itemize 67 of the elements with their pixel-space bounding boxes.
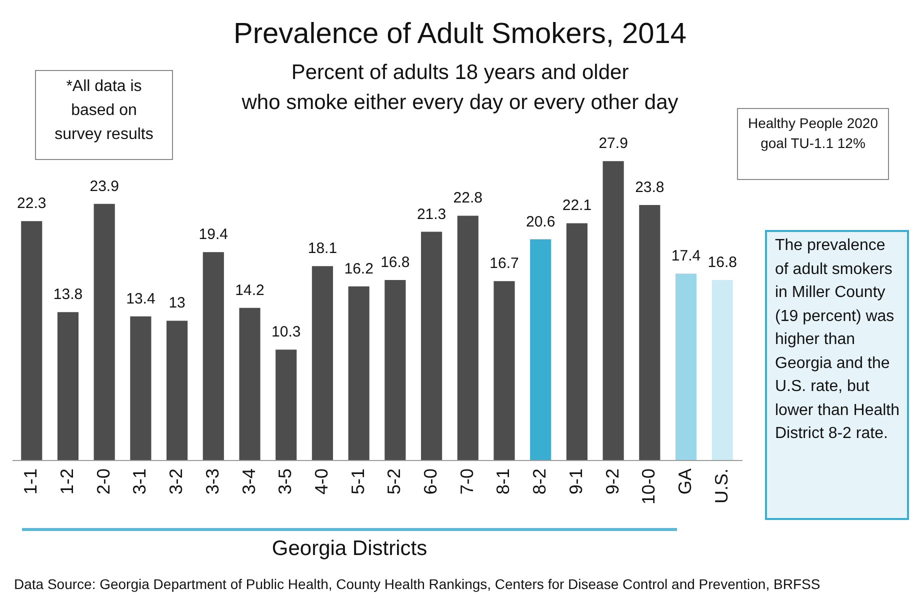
- data-label: 16.2: [344, 260, 374, 278]
- data-label: 18.1: [308, 240, 338, 258]
- data-label: 13.4: [126, 290, 156, 308]
- x-tick-label: 10-0: [638, 468, 659, 505]
- source-note: Data Source: Georgia Department of Public Health, County Health Rankings, Centers for Disease Control and Prevention, BRFSS: [14, 576, 820, 592]
- data-label: 27.9: [598, 135, 628, 152]
- x-tick-label: 8-2: [530, 468, 550, 495]
- data-label: 23.8: [635, 179, 664, 196]
- bar: [602, 161, 624, 460]
- data-label: 22.3: [17, 195, 46, 212]
- x-tick-label: 4-0: [311, 468, 332, 495]
- bar: [130, 316, 152, 460]
- bar: [348, 286, 370, 460]
- data-label: 16.8: [708, 254, 737, 271]
- x-tick-label: 5-1: [348, 468, 368, 495]
- x-tick-label: GA: [675, 468, 696, 495]
- bar: [94, 204, 115, 460]
- chart-subtitle: Percent of adults 18 years and older who smoke either every day or every other day: [242, 61, 678, 114]
- bar: [494, 281, 515, 460]
- bar: [712, 280, 733, 460]
- bar: [420, 232, 442, 460]
- bar: [457, 216, 478, 460]
- data-label: 20.6: [526, 213, 556, 230]
- bar: [384, 280, 406, 460]
- x-tick-label: 3-2: [166, 468, 186, 495]
- x-tick-label: 3-1: [130, 468, 150, 495]
- note-box: The prevalence of adult smokers in Miller County (19 percent) was higher than Georgia and the U.S. rate, but lower than Health District 8-2 rate.: [765, 230, 909, 520]
- data-label: 17.4: [671, 248, 701, 265]
- note-box: *All data is based on survey results: [35, 70, 173, 160]
- x-tick-label: 3-3: [202, 468, 222, 495]
- data-label: 10.3: [272, 324, 301, 341]
- x-tick-label: 9-1: [566, 468, 586, 495]
- data-label: 19.4: [198, 226, 228, 244]
- x-tick-label: 1-2: [56, 468, 77, 495]
- data-label: 13: [168, 294, 186, 312]
- x-tick-label: 6-0: [420, 468, 441, 495]
- bar: [276, 350, 297, 460]
- bar: [675, 274, 697, 460]
- bar: [639, 205, 660, 460]
- bar: [239, 308, 260, 460]
- x-tick-label: 3-5: [275, 468, 296, 495]
- data-label: 23.9: [90, 178, 119, 195]
- note-box: Healthy People 2020 goal TU-1.1 12%: [737, 108, 889, 180]
- data-label: 22.8: [453, 190, 482, 207]
- bar: [57, 312, 79, 460]
- bar: [202, 252, 224, 460]
- bar: [166, 320, 188, 460]
- x-tick-label: 7-0: [456, 468, 477, 495]
- x-tick-label: U.S.: [711, 468, 732, 504]
- data-label: 21.3: [416, 206, 446, 223]
- data-label: 16.8: [380, 254, 410, 271]
- x-tick-label: 9-2: [602, 468, 622, 495]
- x-tick-label: 5-2: [384, 468, 404, 495]
- x-tick-label: 3-4: [238, 468, 259, 495]
- x-axis-title: Georgia Districts: [22, 528, 677, 561]
- x-tick-label: 2-0: [93, 468, 114, 495]
- data-label: 22.1: [562, 197, 592, 214]
- bar: [21, 221, 42, 460]
- data-label: 13.8: [53, 286, 83, 304]
- bar: [312, 266, 334, 460]
- data-label: 16.7: [490, 255, 519, 272]
- bar: [566, 223, 588, 460]
- x-tick-label: 8-1: [493, 468, 514, 495]
- chart-title: Prevalence of Adult Smokers, 2014: [232, 18, 688, 51]
- data-label: 14.2: [235, 282, 264, 299]
- bar: [530, 239, 552, 460]
- x-tick-label: 1-1: [20, 468, 41, 495]
